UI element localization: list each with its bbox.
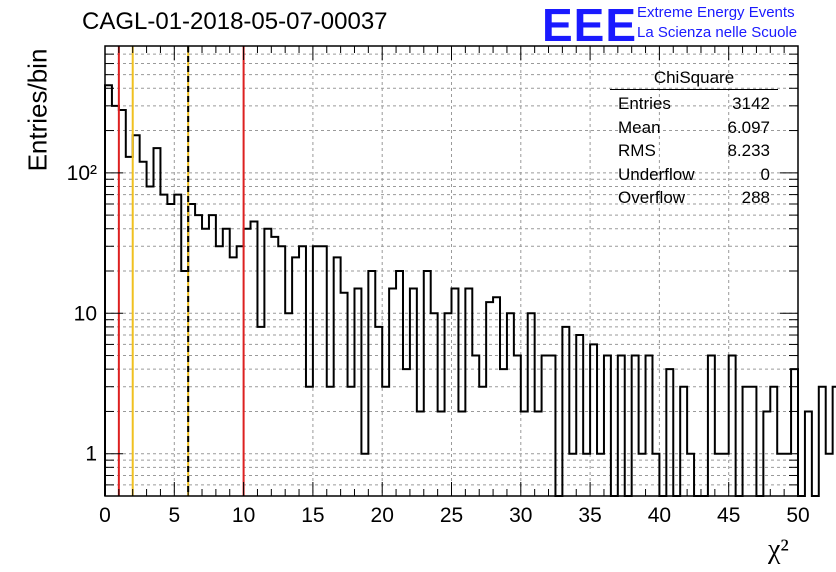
x-tick-label: 5 <box>168 504 180 527</box>
stats-label: Mean <box>618 117 661 137</box>
stats-row-rms: RMS 8.233 <box>610 139 778 163</box>
y-axis-label: Entries/bin <box>22 48 53 172</box>
x-tick-label: 10 <box>232 504 255 527</box>
stats-value: 3142 <box>732 94 770 113</box>
x-tick-label: 35 <box>578 504 601 527</box>
logo-line-2: La Scienza nelle Scuole <box>637 24 798 41</box>
chart-title: CAGL-01-2018-05-07-00037 <box>82 8 388 35</box>
y-tick-label: 10 <box>74 302 97 325</box>
stats-label: Entries <box>618 94 671 113</box>
stats-title: ChiSquare <box>610 68 778 90</box>
x-tick-label: 0 <box>99 504 111 527</box>
y-tick-label: 10² <box>67 162 97 185</box>
y-tick-label: 1 <box>85 443 97 466</box>
x-tick-label: 45 <box>717 504 740 527</box>
stats-label: Overflow <box>618 188 686 207</box>
stats-value: 6.097 <box>727 117 770 137</box>
histogram-outline <box>104 84 836 497</box>
stats-row-mean: Mean 6.097 <box>610 116 778 140</box>
x-tick-label: 20 <box>371 504 394 527</box>
stats-box: ChiSquare Entries 3142 Mean 6.097 RMS 8.233… <box>610 68 778 210</box>
stats-label: Underflow <box>618 164 695 184</box>
x-tick-label: 15 <box>301 504 324 527</box>
x-tick-label: 50 <box>786 504 809 527</box>
stats-row-entries: Entries 3142 <box>610 92 778 116</box>
x-axis-label: χ² <box>768 534 789 565</box>
stats-value: 288 <box>741 188 770 207</box>
stats-label: RMS <box>618 141 656 160</box>
stats-row-overflow: Overflow 288 <box>610 186 778 210</box>
stats-value: 8.233 <box>727 141 770 160</box>
stats-row-underflow: Underflow 0 <box>610 163 778 187</box>
logo-line-1: Extreme Energy Events <box>637 4 795 21</box>
x-tick-label: 25 <box>440 504 463 527</box>
eee-logo: EEE <box>542 0 638 51</box>
x-tick-label: 30 <box>509 504 532 527</box>
stats-value: 0 <box>760 164 770 184</box>
x-tick-label: 40 <box>648 504 671 527</box>
